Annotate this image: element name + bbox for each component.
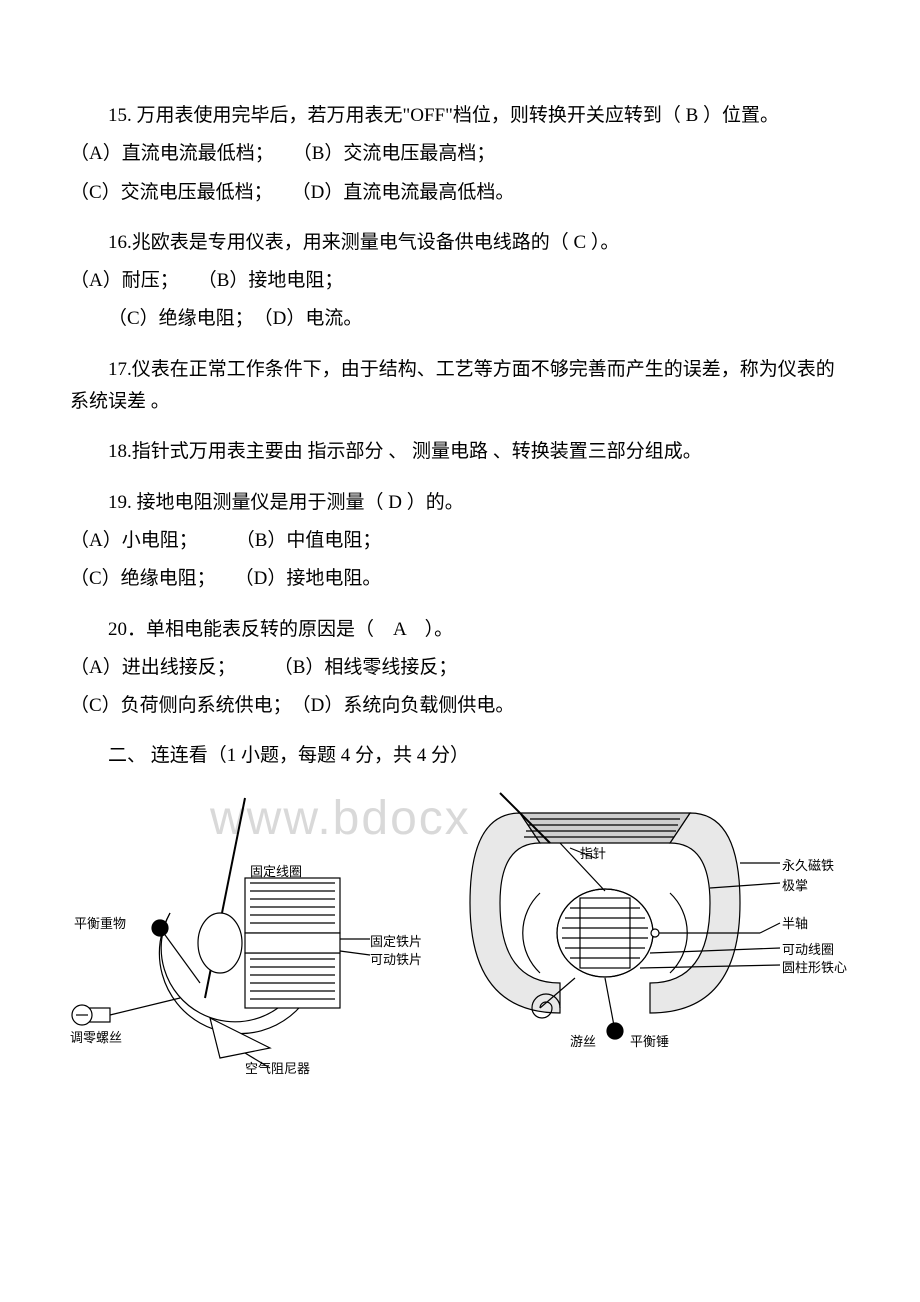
label-perm-magnet: 永久磁铁 [782,855,834,874]
label-fixed-iron: 固定铁片 [370,931,422,950]
q19-stem: 19. 接地电阻测量仪是用于测量（ D ）的。 [70,487,850,519]
label-moving-iron: 可动铁片 [370,949,422,968]
label-fixed-coil: 固定线圈 [250,861,302,880]
q15-options-line1: （A）直流电流最低档； （B）交流电压最高档； [70,138,850,170]
left-figure: 平衡重物 调零螺丝 固定线圈 固定铁片 可动铁片 空气阻尼器 [70,783,430,1073]
label-moving-coil: 可动线圈 [782,939,834,958]
q19-options-line1: （A）小电阻； （B）中值电阻； [70,525,850,557]
label-balance-weight: 平衡重物 [74,913,126,932]
q15-stem: 15. 万用表使用完毕后，若万用表无"OFF"档位，则转换开关应转到（ B ）位… [70,100,850,132]
q20-stem: 20．单相电能表反转的原因是（ A ）。 [70,614,850,646]
q20-options-line2: （C）负荷侧向系统供电； （D）系统向负载侧供电。 [70,690,850,722]
label-air-damper: 空气阻尼器 [245,1058,310,1077]
question-16: 16.兆欧表是专用仪表，用来测量电气设备供电线路的（ C ）。 （A）耐压； （… [70,227,850,336]
question-19: 19. 接地电阻测量仪是用于测量（ D ）的。 （A）小电阻； （B）中值电阻；… [70,487,850,596]
q19-options-line2: （C）绝缘电阻； （D）接地电阻。 [70,563,850,595]
q15-options-line2: （C）交流电压最低档； （D）直流电流最高低档。 [70,177,850,209]
right-figure: 指针 永久磁铁 极掌 半轴 可动线圈 圆柱形铁心 游丝 平衡锤 [440,783,850,1073]
question-17: 17.仪表在正常工作条件下，由于结构、工艺等方面不够完善而产生的误差，称为仪表的… [70,354,850,419]
label-pointer: 指针 [580,843,606,862]
q16-stem: 16.兆欧表是专用仪表，用来测量电气设备供电线路的（ C ）。 [70,227,850,259]
document-page: 15. 万用表使用完毕后，若万用表无"OFF"档位，则转换开关应转到（ B ）位… [0,0,920,1141]
question-20: 20．单相电能表反转的原因是（ A ）。 （A）进出线接反； （B）相线零线接反… [70,614,850,723]
section-2-title: 二、 连连看（1 小题，每题 4 分，共 4 分） [70,740,850,772]
question-18: 18.指针式万用表主要由 指示部分 、 测量电路 、转换装置三部分组成。 [70,436,850,468]
label-pole-shoe: 极掌 [782,875,808,894]
q20-options-line1: （A）进出线接反； （B）相线零线接反； [70,652,850,684]
section-2: 二、 连连看（1 小题，每题 4 分，共 4 分） www.bdocx [70,740,850,1082]
q17-text: 17.仪表在正常工作条件下，由于结构、工艺等方面不够完善而产生的误差，称为仪表的… [70,354,850,419]
diagram-area: www.bdocx [70,783,850,1083]
label-half-shaft: 半轴 [782,913,808,932]
q16-options-line1: （A）耐压； （B）接地电阻； [70,265,850,297]
label-hairspring: 游丝 [570,1031,596,1050]
label-balance-hammer: 平衡锤 [630,1031,669,1050]
q17-span: 17.仪表在正常工作条件下，由于结构、工艺等方面不够完善而产生的误差，称为仪表的… [70,359,835,412]
question-15: 15. 万用表使用完毕后，若万用表无"OFF"档位，则转换开关应转到（ B ）位… [70,100,850,209]
label-zero-screw: 调零螺丝 [70,1027,122,1046]
q16-options-line2: （C）绝缘电阻； （D）电流。 [70,303,850,335]
q18-text: 18.指针式万用表主要由 指示部分 、 测量电路 、转换装置三部分组成。 [70,436,850,468]
label-cyl-core: 圆柱形铁心 [782,957,847,976]
